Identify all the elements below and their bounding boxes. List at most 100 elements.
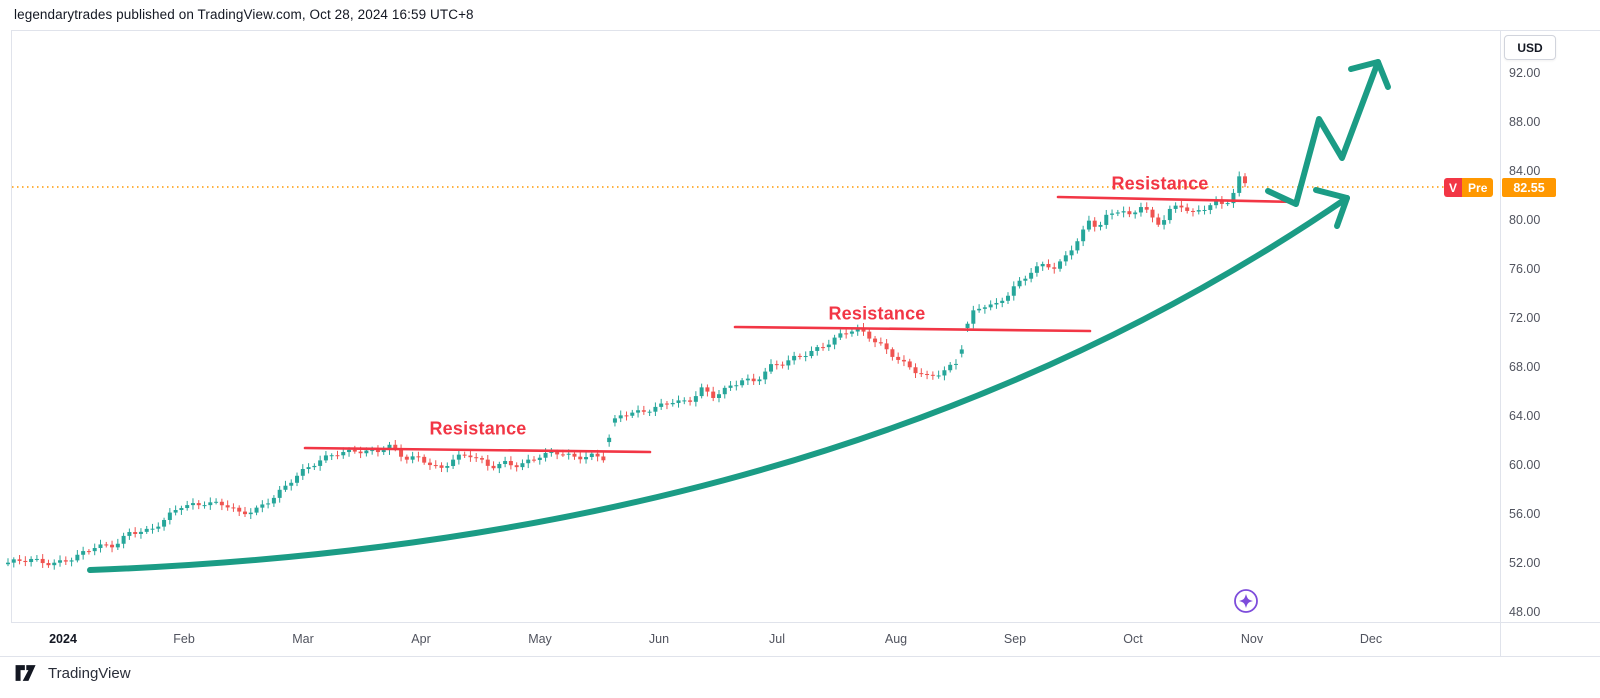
price-tick-label: 84.00 xyxy=(1509,163,1541,178)
candle-body xyxy=(1133,212,1138,215)
current-price-chip: 82.55 xyxy=(1502,178,1556,197)
candle-body xyxy=(404,456,409,460)
candle-body xyxy=(1040,263,1045,267)
candle-body xyxy=(300,469,305,476)
resistance-line-3 xyxy=(1056,195,1300,204)
candle-body xyxy=(295,475,300,483)
candle-body xyxy=(601,456,606,461)
candle-body xyxy=(1231,192,1236,204)
candle-body xyxy=(347,449,352,453)
candle-body xyxy=(156,526,161,529)
candle-body xyxy=(1011,286,1016,296)
candle-body xyxy=(29,558,34,563)
price-tick-label: 64.00 xyxy=(1509,408,1541,423)
candle-body xyxy=(491,465,496,469)
candle-body xyxy=(543,453,548,458)
candle-body xyxy=(6,562,10,565)
candle-body xyxy=(890,349,895,357)
candle-body xyxy=(306,467,311,470)
candle-body xyxy=(607,437,612,443)
candle-body xyxy=(127,532,132,536)
candle-body xyxy=(734,385,739,387)
candle-body xyxy=(971,310,976,324)
candle-body xyxy=(173,510,178,513)
candle-body xyxy=(23,560,28,563)
candle-body xyxy=(1063,255,1068,262)
candle-body xyxy=(1127,211,1132,215)
candle-body xyxy=(115,543,120,548)
candle-body xyxy=(410,456,415,460)
candle-body xyxy=(75,554,80,561)
candle-body xyxy=(774,364,779,366)
candle-body xyxy=(69,560,74,562)
month-tick-label: Feb xyxy=(173,632,195,646)
candle-body xyxy=(913,367,918,374)
candle-body xyxy=(34,558,39,560)
month-tick-label: May xyxy=(528,632,552,646)
candle-body xyxy=(254,507,259,513)
candle-body xyxy=(46,563,51,566)
candle-body xyxy=(676,400,681,403)
candle-body xyxy=(988,304,993,308)
candle-body xyxy=(352,449,357,452)
candle-body xyxy=(792,355,797,361)
currency-button[interactable]: USD xyxy=(1504,35,1556,60)
candle-body xyxy=(468,455,473,458)
attribution-text: legendarytrades published on TradingView… xyxy=(14,7,474,22)
resistance-line-1 xyxy=(303,446,652,454)
candle-body xyxy=(780,364,785,366)
candle-body xyxy=(572,453,577,457)
candle-body xyxy=(485,459,490,466)
month-tick-label: Nov xyxy=(1240,632,1264,646)
candle-body xyxy=(133,532,138,534)
candle-body xyxy=(659,403,664,407)
price-tick-label: 68.00 xyxy=(1509,359,1541,374)
candle-body xyxy=(1138,207,1143,213)
time-axis-scale[interactable] xyxy=(11,623,1500,656)
candle-body xyxy=(1144,207,1149,210)
candle-body xyxy=(1058,261,1063,269)
candle-body xyxy=(728,385,733,388)
candle-body xyxy=(884,343,889,350)
candle-body xyxy=(11,559,16,563)
candle-body xyxy=(861,327,866,332)
price-tick-label: 72.00 xyxy=(1509,310,1541,325)
month-tick-label: Jun xyxy=(648,632,670,646)
candle-body xyxy=(271,497,276,504)
tradingview-logo-icon xyxy=(14,663,40,683)
price-tick-label: 76.00 xyxy=(1509,261,1541,276)
candle-body xyxy=(560,454,565,456)
breakout-zigzag-arrow xyxy=(1265,59,1381,207)
candle-body xyxy=(878,342,883,344)
candle-body xyxy=(595,453,600,457)
candle-body xyxy=(647,411,652,413)
candle-body xyxy=(358,451,363,454)
candle-body xyxy=(722,387,727,395)
price-axis-border xyxy=(1500,30,1501,656)
candle-body xyxy=(1029,272,1034,279)
footer[interactable]: TradingView xyxy=(14,663,131,683)
resistance-label-2: Resistance xyxy=(828,303,926,324)
candle-body xyxy=(849,331,854,334)
candle-body xyxy=(323,455,328,461)
candle-body xyxy=(757,379,762,382)
candle-body xyxy=(537,457,542,461)
candle-body xyxy=(763,371,768,380)
candle-body xyxy=(1046,263,1051,268)
candle-body xyxy=(1098,224,1103,227)
candle-body xyxy=(959,349,964,354)
candle-body xyxy=(670,402,675,405)
resistance-label-3: Resistance xyxy=(1111,173,1209,194)
candle-body xyxy=(456,454,461,460)
candle-body xyxy=(821,347,826,349)
ticker-badge: V xyxy=(1444,178,1463,197)
candle-body xyxy=(711,391,716,398)
candle-body xyxy=(1156,217,1161,225)
candle-body xyxy=(688,400,693,402)
price-tick-label: 88.00 xyxy=(1509,114,1541,129)
candle-body xyxy=(867,331,872,339)
resistance-line-2 xyxy=(733,325,1092,333)
candle-body xyxy=(237,507,242,512)
price-tick-label: 52.00 xyxy=(1509,555,1541,570)
